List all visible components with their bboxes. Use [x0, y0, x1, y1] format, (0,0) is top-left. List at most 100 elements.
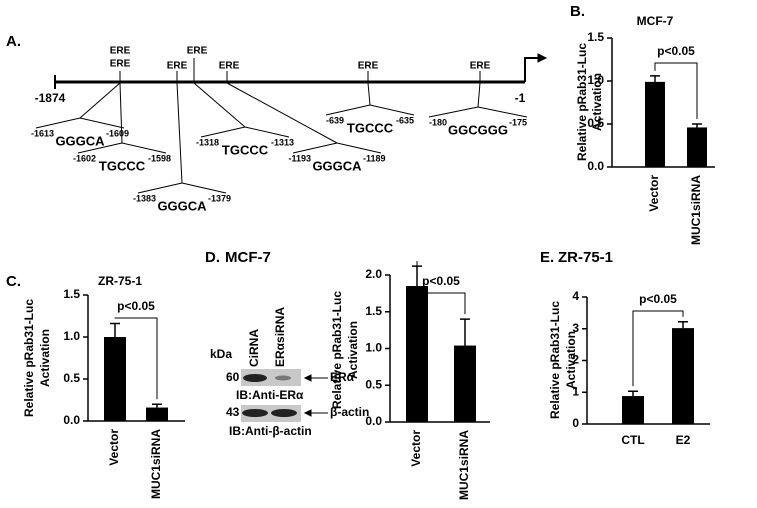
- ere-label: ERE: [219, 61, 240, 72]
- site-start: -1193: [288, 153, 311, 163]
- annotation: p<0.05: [422, 274, 460, 288]
- panel-label: C.: [6, 273, 21, 290]
- bar: [146, 407, 168, 421]
- ere-ticks: [119, 58, 481, 82]
- x-tick-label: Vector: [409, 430, 423, 467]
- significance-bracket: [416, 261, 466, 315]
- site-branch: [369, 104, 415, 116]
- site-start: -1383: [133, 193, 156, 203]
- ere-label: ERE: [470, 61, 491, 72]
- site-seq: TGCCC: [99, 158, 146, 173]
- bar: [687, 127, 707, 167]
- site-start: -639: [326, 115, 344, 125]
- x-tick-label: MUC1siRNA: [457, 430, 471, 500]
- site-seq: TGCCC: [347, 120, 394, 135]
- panel-label: B.: [570, 3, 585, 20]
- error-bar: [460, 318, 470, 346]
- bar: [672, 328, 694, 424]
- site-leader: [226, 82, 338, 144]
- y-tick-label: 0.5: [63, 371, 80, 385]
- y-axis-label: Relative pRab31-Luc: [548, 301, 562, 419]
- y-tick-label: 0.5: [365, 377, 382, 391]
- chart-title: MCF-7: [637, 14, 674, 28]
- blot-band: [242, 409, 268, 417]
- site-start: -1318: [196, 137, 219, 147]
- annotation: p<0.05: [657, 44, 695, 58]
- site-branch: [137, 182, 183, 194]
- blot-ib: IB:Anti-β-actin: [229, 424, 312, 438]
- y-axis-label: Relative pRab31-Luc: [330, 291, 344, 409]
- x-tick-label: MUC1siRNA: [689, 175, 703, 245]
- site-seq: GGGCA: [312, 158, 362, 173]
- ere-label: ERE: [110, 46, 131, 57]
- y-tick-label: 1.5: [365, 304, 382, 318]
- ere-label: ERE: [167, 61, 188, 72]
- tss-arrowhead: [537, 53, 548, 63]
- annotation: p<0.05: [117, 299, 155, 313]
- bar: [645, 81, 665, 167]
- chart-title: ZR-75-1: [98, 274, 142, 288]
- y-tick-label: 0.0: [63, 413, 80, 427]
- site-end: -1609: [106, 128, 129, 138]
- bar: [104, 337, 126, 421]
- blot-target: ERα: [330, 370, 355, 384]
- error-bar: [628, 390, 638, 397]
- x-tick-label: E2: [676, 433, 691, 447]
- site-end: -1379: [208, 193, 231, 203]
- error-bar: [678, 321, 688, 329]
- blot-band: [275, 375, 291, 381]
- bar: [454, 345, 476, 422]
- site-end: -635: [396, 115, 414, 125]
- site-leader: [367, 82, 371, 106]
- coordinate: -1874: [35, 91, 66, 105]
- site-leader: [119, 82, 123, 144]
- annotation: p<0.05: [639, 292, 677, 306]
- y-tick-label: 0.5: [587, 116, 604, 130]
- blot-target: β-actin: [330, 405, 369, 419]
- site-leader: [176, 82, 183, 184]
- site-branch: [121, 142, 167, 154]
- chart-title: ZR-75-1: [558, 249, 613, 266]
- kda-label: 60: [226, 370, 240, 384]
- site-leader: [79, 82, 121, 119]
- panel-label: A.: [6, 33, 21, 50]
- y-tick-label: 0.0: [365, 414, 382, 428]
- lane-label: CiRNA: [247, 329, 261, 367]
- ere-label: ERE: [187, 46, 208, 57]
- tss-arrow: [524, 57, 540, 82]
- x-tick-label: CTL: [621, 433, 644, 447]
- site-end: -1598: [148, 153, 171, 163]
- y-tick-label: 0.0: [587, 159, 604, 173]
- y-axis-label: Activation: [346, 321, 360, 379]
- error-bar: [650, 75, 660, 82]
- significance-bracket: [632, 310, 684, 387]
- y-axis-label: Relative pRab31-Luc: [575, 43, 589, 161]
- site-leader: [477, 82, 481, 108]
- y-tick-label: 1: [572, 384, 579, 398]
- y-axis-label: Activation: [564, 331, 578, 389]
- y-tick-label: 2: [572, 353, 579, 367]
- chart-title: MCF-7: [225, 249, 271, 266]
- y-tick-label: 1.0: [587, 73, 604, 87]
- error-bar: [110, 322, 120, 337]
- blot-band: [243, 374, 267, 382]
- ere-label: ERE: [110, 59, 131, 70]
- site-branch: [428, 106, 479, 118]
- y-axis-label: Activation: [38, 329, 52, 387]
- site-branch: [325, 104, 371, 116]
- bar: [622, 396, 644, 424]
- y-tick-label: 1.5: [587, 30, 604, 44]
- y-tick-label: 2.0: [365, 267, 382, 281]
- site-branch: [336, 142, 382, 154]
- ere-label: ERE: [358, 61, 379, 72]
- bar: [406, 286, 428, 422]
- site-leader: [193, 82, 246, 128]
- y-tick-label: 0: [572, 416, 579, 430]
- blot-arrowhead: [303, 374, 312, 382]
- kda-label: 43: [226, 405, 240, 419]
- significance-bracket: [654, 62, 698, 119]
- site-end: -1313: [271, 137, 294, 147]
- site-seq: TGCCC: [222, 142, 269, 157]
- x-tick-label: MUC1siRNA: [149, 429, 163, 499]
